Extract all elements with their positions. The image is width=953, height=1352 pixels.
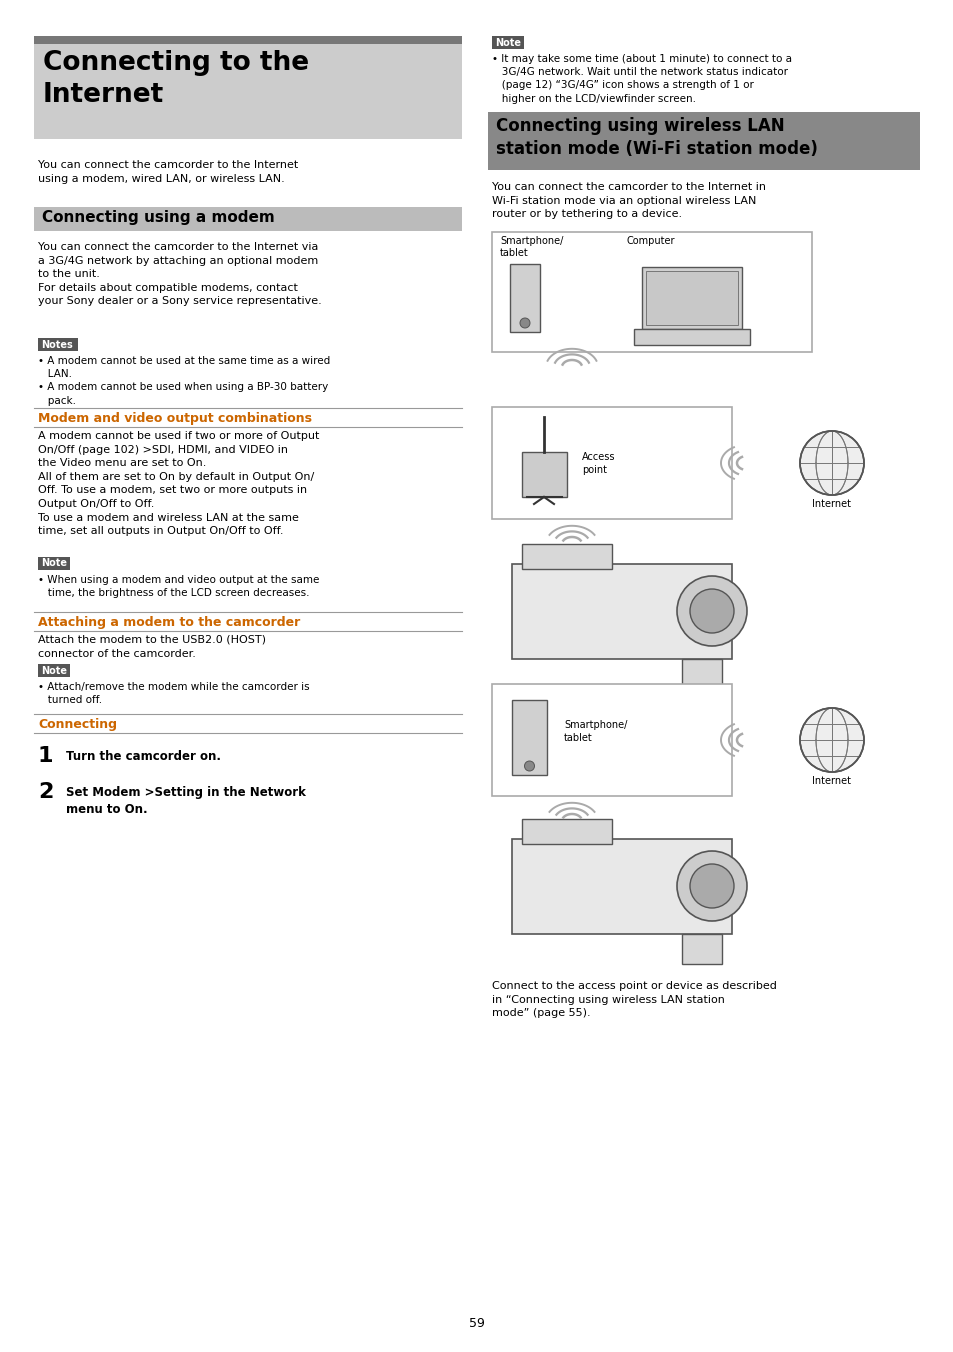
- Bar: [38, 338, 78, 352]
- Bar: [492, 37, 523, 49]
- Text: Access
point: Access point: [581, 452, 615, 475]
- Bar: [645, 270, 738, 324]
- Text: A modem cannot be used if two or more of Output
On/Off (page 102) >SDI, HDMI, an: A modem cannot be used if two or more of…: [38, 431, 319, 537]
- Text: Connecting using wireless LAN
station mode (Wi-Fi station mode): Connecting using wireless LAN station mo…: [496, 118, 817, 158]
- Circle shape: [689, 589, 733, 633]
- Text: Attaching a modem to the camcorder: Attaching a modem to the camcorder: [38, 617, 300, 629]
- Circle shape: [689, 864, 733, 909]
- Bar: [521, 544, 612, 569]
- Text: Smartphone/
tablet: Smartphone/ tablet: [563, 721, 627, 744]
- Text: Attach the modem to the USB2.0 (HOST)
connector of the camcorder.: Attach the modem to the USB2.0 (HOST) co…: [38, 635, 266, 658]
- Text: Connecting: Connecting: [38, 718, 117, 731]
- Bar: [34, 207, 461, 231]
- Text: 59: 59: [469, 1317, 484, 1330]
- Circle shape: [677, 576, 746, 646]
- Text: Connecting using a modem: Connecting using a modem: [42, 210, 274, 224]
- Text: Note: Note: [41, 665, 67, 676]
- Text: • When using a modem and video output at the same
   time, the brightness of the: • When using a modem and video output at…: [38, 575, 319, 598]
- Bar: [488, 112, 919, 170]
- Bar: [521, 452, 566, 498]
- Text: Notes: Notes: [41, 339, 72, 350]
- Text: Turn the camcorder on.: Turn the camcorder on.: [66, 750, 221, 763]
- Bar: [38, 557, 70, 571]
- Circle shape: [519, 318, 530, 329]
- Text: Note: Note: [495, 38, 520, 47]
- Text: Note: Note: [41, 558, 67, 568]
- Bar: [512, 700, 546, 775]
- Text: Internet: Internet: [811, 776, 850, 786]
- Bar: [34, 37, 461, 45]
- Bar: [492, 233, 811, 352]
- Text: Computer: Computer: [626, 237, 675, 246]
- Text: • Attach/remove the modem while the camcorder is
   turned off.: • Attach/remove the modem while the camc…: [38, 681, 310, 706]
- Text: You can connect the camcorder to the Internet via
a 3G/4G network by attaching a: You can connect the camcorder to the Int…: [38, 242, 321, 307]
- Circle shape: [800, 431, 863, 495]
- Bar: [512, 840, 731, 934]
- Text: • A modem cannot be used at the same time as a wired
   LAN.
• A modem cannot be: • A modem cannot be used at the same tim…: [38, 356, 330, 406]
- Text: Connect to the access point or device as described
in “Connecting using wireless: Connect to the access point or device as…: [492, 982, 776, 1018]
- Bar: [681, 934, 721, 964]
- Text: Connecting to the
Internet: Connecting to the Internet: [43, 50, 309, 108]
- Text: Internet: Internet: [811, 499, 850, 508]
- Bar: [34, 45, 461, 139]
- Text: 1: 1: [38, 746, 53, 767]
- Text: 2: 2: [38, 781, 53, 802]
- Text: You can connect the camcorder to the Internet in
Wi-Fi station mode via an optio: You can connect the camcorder to the Int…: [492, 183, 765, 219]
- Text: • It may take some time (about 1 minute) to connect to a
   3G/4G network. Wait : • It may take some time (about 1 minute)…: [492, 54, 791, 104]
- Bar: [492, 407, 731, 519]
- Bar: [512, 564, 731, 658]
- Text: Smartphone/
tablet: Smartphone/ tablet: [499, 237, 563, 258]
- Bar: [641, 266, 741, 329]
- Bar: [510, 264, 539, 333]
- Text: You can connect the camcorder to the Internet
using a modem, wired LAN, or wirel: You can connect the camcorder to the Int…: [38, 160, 298, 184]
- Circle shape: [677, 850, 746, 921]
- Bar: [38, 664, 70, 677]
- Bar: [634, 329, 749, 345]
- Bar: [492, 684, 731, 796]
- Circle shape: [524, 761, 534, 771]
- Text: Modem and video output combinations: Modem and video output combinations: [38, 412, 312, 425]
- Text: Set Modem >Setting in the Network
menu to On.: Set Modem >Setting in the Network menu t…: [66, 786, 306, 817]
- Bar: [681, 658, 721, 690]
- Circle shape: [800, 708, 863, 772]
- Bar: [521, 819, 612, 844]
